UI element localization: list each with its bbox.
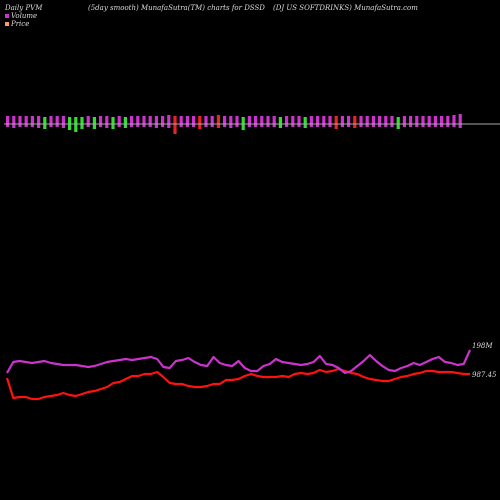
volume-bars bbox=[6, 114, 462, 134]
volume-bar bbox=[130, 116, 134, 127]
volume-bar bbox=[142, 116, 146, 127]
chart-title-right: (DJ US SOFTDRINKS) MunafaSutra.com bbox=[273, 4, 418, 12]
volume-bar bbox=[446, 116, 450, 127]
volume-bar bbox=[123, 117, 127, 128]
volume-bar bbox=[18, 116, 22, 127]
volume-bar bbox=[260, 116, 264, 127]
volume-bar bbox=[427, 116, 431, 127]
volume-bar bbox=[285, 116, 289, 127]
volume-bar bbox=[291, 116, 295, 127]
volume-bar bbox=[198, 116, 202, 129]
volume-bar bbox=[371, 116, 375, 127]
volume-bar bbox=[322, 116, 326, 127]
volume-bar bbox=[297, 116, 301, 127]
volume-bar bbox=[223, 116, 227, 127]
volume-bar bbox=[378, 116, 382, 127]
volume-bar bbox=[86, 116, 90, 127]
legend-volume-swatch bbox=[5, 14, 9, 18]
volume-line bbox=[6, 349, 472, 375]
volume-bar bbox=[303, 117, 307, 128]
volume-bar bbox=[173, 116, 177, 134]
volume-bar bbox=[365, 116, 369, 127]
volume-bar bbox=[111, 117, 115, 129]
volume-bar bbox=[433, 116, 437, 127]
legend-volume: Volume bbox=[5, 12, 37, 20]
chart-title-left: Daily PVM bbox=[5, 4, 43, 12]
volume-bar bbox=[247, 116, 251, 127]
volume-bar bbox=[204, 116, 208, 127]
volume-bar bbox=[396, 117, 400, 129]
volume-bar bbox=[30, 116, 34, 127]
legend-price-label: Price bbox=[11, 20, 30, 28]
volume-bar bbox=[136, 116, 140, 127]
volume-bar bbox=[24, 116, 28, 127]
volume-bar bbox=[148, 116, 152, 127]
volume-bar bbox=[353, 116, 357, 128]
price-line bbox=[5, 367, 470, 401]
volume-bar bbox=[390, 116, 394, 127]
legend-price-swatch bbox=[5, 22, 9, 26]
volume-bar bbox=[440, 116, 444, 127]
volume-bar bbox=[402, 116, 406, 127]
volume-value-label: 198M bbox=[472, 342, 493, 350]
volume-bar bbox=[61, 116, 65, 128]
volume-bar bbox=[105, 116, 109, 128]
legend-price: Price bbox=[5, 20, 29, 28]
volume-bar bbox=[179, 116, 183, 127]
volume-bar bbox=[235, 116, 239, 127]
volume-bar bbox=[216, 115, 220, 128]
volume-bar bbox=[316, 116, 320, 127]
volume-bar bbox=[55, 116, 59, 127]
price-value-label: 987.45 bbox=[472, 371, 497, 379]
volume-bar bbox=[384, 116, 388, 127]
volume-bar bbox=[458, 114, 462, 128]
volume-bar bbox=[254, 116, 258, 127]
volume-bar bbox=[415, 116, 419, 127]
volume-bar bbox=[347, 116, 351, 127]
volume-bar bbox=[272, 116, 276, 127]
volume-bar bbox=[409, 116, 413, 127]
volume-bar bbox=[278, 117, 282, 128]
volume-bar bbox=[340, 116, 344, 127]
volume-bar bbox=[154, 116, 158, 128]
volume-bar bbox=[117, 116, 121, 127]
volume-bar bbox=[80, 117, 84, 129]
volume-bar bbox=[92, 117, 96, 129]
volume-bar bbox=[359, 116, 363, 127]
volume-bar bbox=[334, 116, 338, 129]
volume-bar bbox=[229, 116, 233, 128]
volume-bar bbox=[266, 116, 270, 127]
legend-volume-label: Volume bbox=[11, 12, 38, 20]
volume-bar bbox=[167, 115, 171, 128]
volume-bar bbox=[421, 116, 425, 127]
chart-title-middle: (5day smooth) MunafaSutra(TM) charts for… bbox=[88, 4, 265, 12]
volume-bar bbox=[328, 116, 332, 127]
volume-bar bbox=[37, 116, 41, 128]
volume-bar bbox=[6, 116, 10, 127]
volume-bar bbox=[99, 116, 103, 127]
volume-bar bbox=[12, 116, 16, 128]
volume-bar bbox=[49, 116, 53, 127]
volume-bar bbox=[185, 116, 189, 127]
volume-bar bbox=[161, 116, 165, 127]
volume-bar bbox=[309, 116, 313, 127]
volume-bar bbox=[43, 117, 47, 129]
volume-bar bbox=[210, 116, 214, 127]
volume-bar bbox=[192, 116, 196, 127]
volume-bar bbox=[452, 115, 456, 127]
